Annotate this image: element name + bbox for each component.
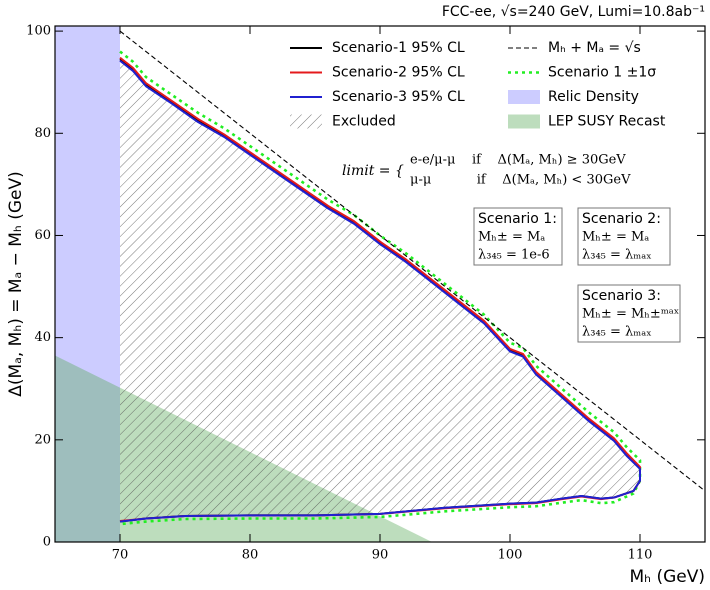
x-tick-label: 110 — [628, 548, 653, 563]
series-line — [119, 50, 642, 526]
y-tick-label: 0 — [43, 535, 51, 550]
legend-label: Scenario-3 95% CL — [332, 89, 465, 105]
legend-label: Excluded — [332, 114, 396, 130]
chart-title: FCC-ee, √s=240 GeV, Lumi=10.8ab⁻¹ — [442, 4, 705, 20]
annotation-text: Mₕ± = Mₐ — [478, 230, 545, 245]
y-tick-label: 60 — [34, 228, 51, 243]
annotation: limit = { — [342, 163, 404, 179]
annotation-text: λ₃₄₅ = λₘₐₓ — [582, 325, 652, 340]
annotation-text: λ₃₄₅ = λₘₐₓ — [582, 248, 652, 263]
annotation-box — [577, 207, 671, 266]
annotation-text: Mₕ± = Mₕ±ᵐᵃˣ — [582, 307, 679, 322]
legend-label: Scenario-2 95% CL — [332, 65, 465, 81]
annotation: μ-μ if Δ(Mₐ, Mₕ) < 30GeV — [410, 173, 631, 188]
y-tick-label: 40 — [34, 330, 51, 345]
annotation-text: Scenario 3: — [582, 288, 661, 304]
annotation-text: λ₃₄₅ = 1e-6 — [478, 248, 550, 263]
y-tick-label: 80 — [34, 126, 51, 141]
legend-label: LEP SUSY Recast — [548, 114, 666, 130]
annotation-box — [577, 284, 681, 343]
legend-label: Relic Density — [548, 89, 639, 105]
annotation-text: Scenario 2: — [582, 211, 661, 227]
legend-swatch — [508, 114, 540, 129]
x-tick-label: 90 — [372, 548, 389, 563]
annotation-box — [473, 207, 563, 266]
legend-label: Scenario 1 ±1σ — [548, 65, 656, 81]
legend-swatch — [290, 114, 322, 129]
y-tick-label: 20 — [34, 432, 51, 447]
region — [55, 26, 120, 542]
legend-swatch — [508, 90, 540, 104]
annotation: e-e/μ-μ if Δ(Mₐ, Mₕ) ≥ 30GeV — [410, 153, 626, 168]
x-tick-label: 70 — [112, 548, 129, 563]
y-tick-label: 100 — [26, 24, 51, 39]
legend-label: Mₕ + Mₐ = √s — [548, 40, 641, 56]
y-axis-label: Δ(Mₐ, Mₕ) = Mₐ − Mₕ (GeV) — [6, 171, 26, 396]
x-tick-label: 80 — [242, 548, 259, 563]
legend-label: Scenario-1 95% CL — [332, 40, 465, 56]
annotation-text: Scenario 1: — [478, 211, 557, 227]
x-axis-label: Mₕ (GeV) — [630, 567, 705, 587]
x-tick-label: 100 — [498, 548, 523, 563]
series-line — [119, 59, 641, 523]
annotation-text: Mₕ± = Mₐ — [582, 230, 649, 245]
excluded-region — [120, 59, 640, 522]
series-line — [119, 30, 706, 492]
